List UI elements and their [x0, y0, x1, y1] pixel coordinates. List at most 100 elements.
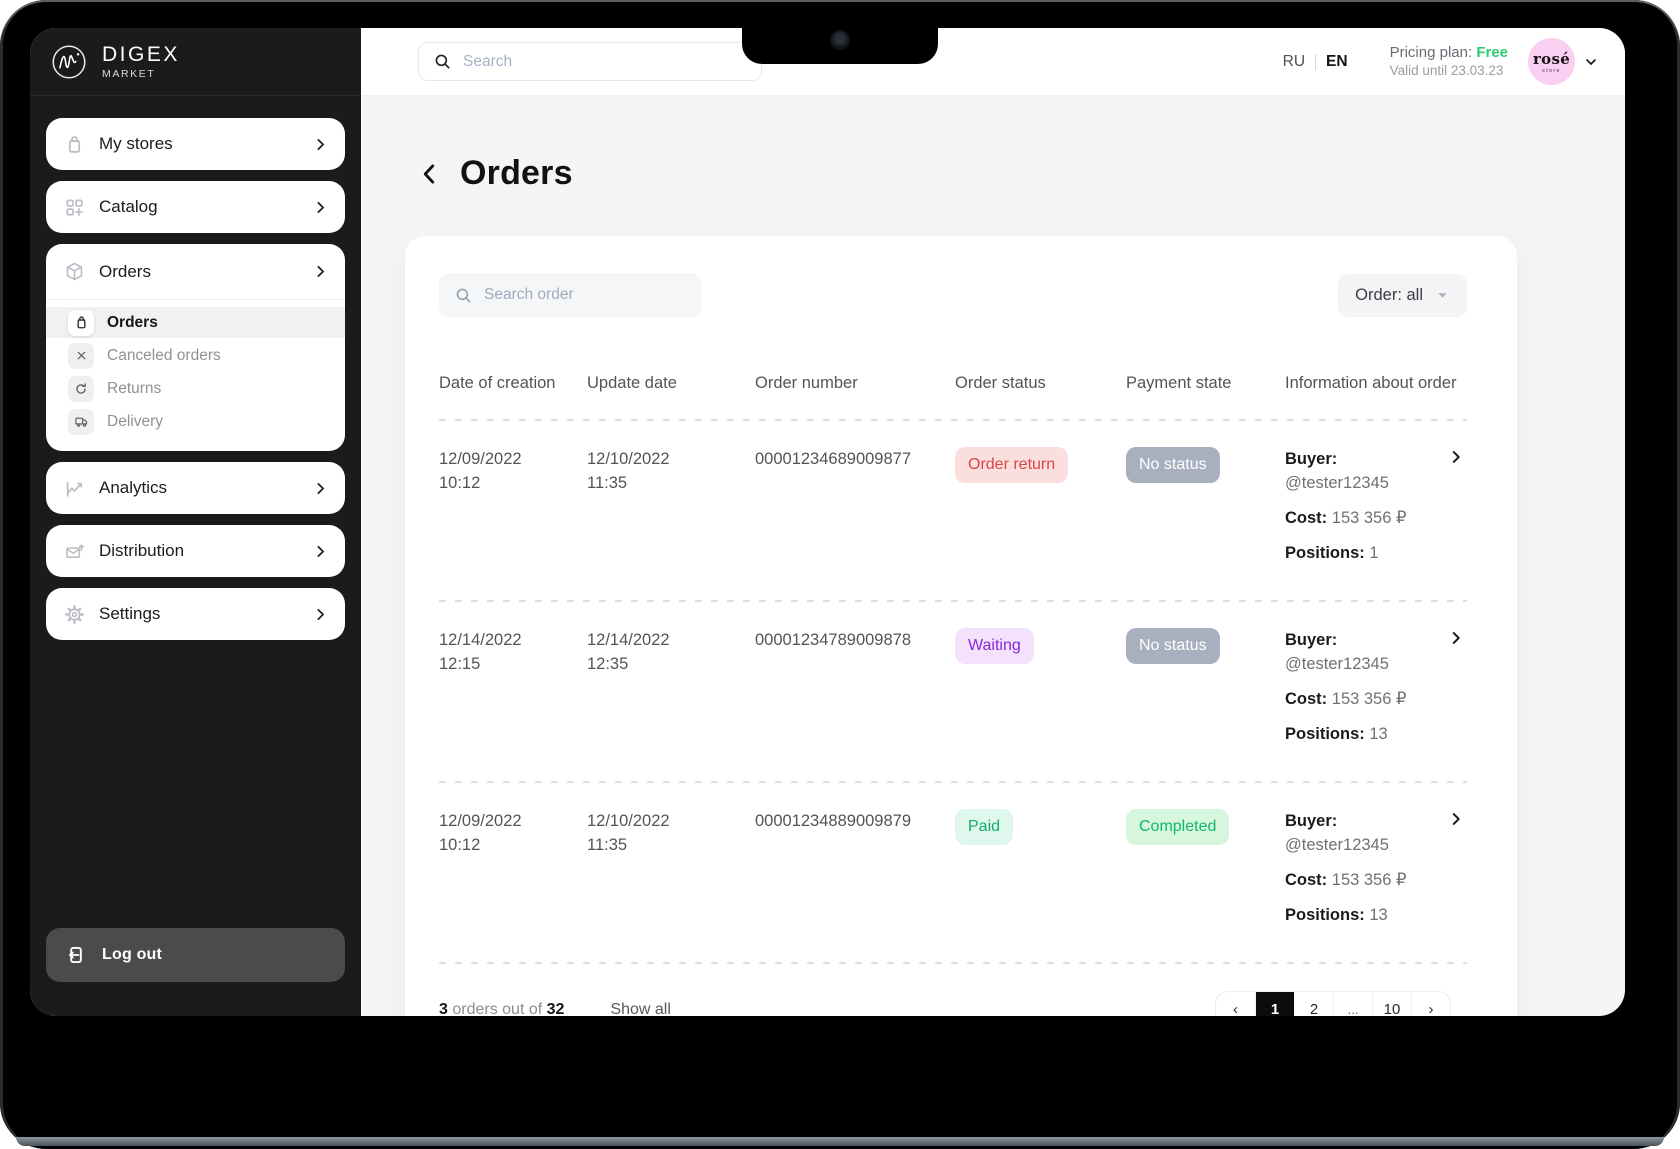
chevron-right-icon — [312, 199, 329, 216]
sidebar-item-my-stores[interactable]: My stores — [46, 118, 345, 170]
order-status-badge: Waiting — [955, 628, 1034, 665]
sidebar-item-orders[interactable]: Orders — [46, 244, 345, 299]
camera-dot — [830, 30, 850, 50]
order-positions: 13 — [1369, 906, 1388, 924]
order-search — [439, 273, 701, 317]
digex-logo-icon — [52, 44, 86, 79]
sidebar-item-settings[interactable]: Settings — [46, 588, 345, 640]
order-search-input[interactable] — [484, 286, 686, 304]
table-row: 12/09/2022 10:12 12/10/2022 11:35 00001234… — [439, 783, 1467, 962]
pagination-prev[interactable]: ‹ — [1233, 1001, 1238, 1016]
shopping-bag-icon — [62, 134, 86, 155]
brand-subtitle: MARKET — [102, 68, 156, 80]
sidebar-item-catalog[interactable]: Catalog — [46, 181, 345, 233]
sidebar-subitem-canceled-orders[interactable]: Canceled orders — [46, 340, 345, 371]
sidebar-item-label: Distribution — [99, 541, 185, 560]
divider — [439, 962, 1467, 964]
back-button[interactable] — [418, 161, 440, 187]
sidebar-item-label: Analytics — [99, 478, 168, 497]
gear-icon — [62, 604, 86, 625]
plan-valid-until: Valid until 23.03.23 — [1389, 63, 1504, 79]
update-date-cell: 12/14/2022 12:35 — [587, 631, 670, 673]
order-info-cell: Buyer: @tester12345 Cost: 153 356 ₽ Posi… — [1285, 628, 1467, 746]
creation-date-cell: 12/09/2022 10:12 — [439, 450, 522, 492]
pagination-next[interactable]: › — [1411, 992, 1450, 1016]
avatar[interactable]: rosé store — [1528, 38, 1575, 85]
row-detail-chevron[interactable] — [1447, 448, 1465, 466]
sidebar: DIGEX MARKET My stores — [30, 28, 361, 1016]
sidebar-subitem-label: Delivery — [107, 412, 163, 430]
order-status-cell: Order return — [955, 447, 1126, 565]
order-number-cell: 00001234789009878 — [755, 631, 912, 649]
page-title: Orders — [460, 154, 573, 192]
order-status-cell: Waiting — [955, 628, 1126, 746]
sidebar-subitem-returns[interactable]: Returns — [46, 373, 345, 404]
chevron-right-icon — [312, 263, 329, 280]
app-logo: DIGEX MARKET — [30, 28, 361, 96]
sidebar-subitem-orders[interactable]: Orders — [46, 307, 345, 338]
divider — [46, 299, 345, 300]
table-row: 12/14/2022 12:15 12/14/2022 12:35 00001234… — [439, 602, 1467, 781]
pagination-page-10[interactable]: 10 — [1372, 992, 1411, 1016]
chevron-right-icon — [312, 136, 329, 153]
row-detail-chevron[interactable] — [1447, 629, 1465, 647]
brand-name: DIGEX — [102, 43, 180, 66]
refresh-icon — [68, 375, 94, 402]
update-date-cell: 12/10/2022 11:35 — [587, 812, 670, 854]
order-status-badge: Order return — [955, 447, 1069, 484]
pricing-plan: Pricing plan: Free Valid until 23.03.23 — [1390, 43, 1508, 80]
divider — [439, 600, 1467, 602]
table-footer: 3 orders out of 32 Show all ‹ 1 2 ... 10… — [439, 991, 1467, 1016]
lang-toggle-ru[interactable]: RU — [1282, 52, 1306, 70]
column-header: Order status — [955, 374, 1046, 392]
global-search-input[interactable] — [463, 52, 747, 71]
sidebar-item-label: Catalog — [99, 197, 158, 216]
order-positions: 1 — [1369, 544, 1379, 562]
pagination-page-2[interactable]: 2 — [1294, 992, 1333, 1016]
orders-panel: Order: all Date of creation Update date … — [405, 236, 1517, 1016]
sidebar-item-analytics[interactable]: Analytics — [46, 462, 345, 514]
chevron-right-icon — [312, 480, 329, 497]
update-date-cell: 12/10/2022 11:35 — [587, 450, 670, 492]
order-cost: 153 356 ₽ — [1331, 871, 1407, 889]
logout-button[interactable]: Log out — [46, 928, 345, 982]
table-header: Date of creation Update date Order numbe… — [439, 374, 1467, 419]
main-area: RU EN Pricing plan: Free Valid until 23.… — [361, 28, 1625, 1016]
pagination-ellipsis: ... — [1333, 992, 1372, 1016]
sidebar-subitem-delivery[interactable]: Delivery — [46, 406, 345, 437]
pagination: ‹ 1 2 ... 10 › — [1215, 991, 1451, 1016]
camera-notch — [742, 28, 938, 64]
order-info-cell: Buyer: @tester12345 Cost: 153 356 ₽ Posi… — [1285, 809, 1467, 927]
orders-count: 3 orders out of 32 — [439, 1000, 565, 1017]
sidebar-nav: My stores Catalog — [30, 96, 361, 928]
divider — [439, 781, 1467, 783]
column-header: Update date — [587, 374, 677, 392]
plan-label: Pricing plan: — [1389, 43, 1473, 61]
mail-send-icon — [62, 541, 86, 562]
grid-plus-icon — [62, 197, 86, 218]
app-screen: DIGEX MARKET My stores — [30, 28, 1625, 1016]
chevron-down-icon[interactable] — [1583, 54, 1599, 70]
sidebar-subitem-label: Returns — [107, 379, 162, 397]
sidebar-subitem-label: Canceled orders — [107, 346, 221, 364]
payment-state-cell: No status — [1126, 628, 1285, 746]
show-all-link[interactable]: Show all — [610, 1000, 671, 1017]
avatar-store-sub: store — [1542, 67, 1561, 74]
creation-date-cell: 12/09/2022 10:12 — [439, 812, 522, 854]
column-header: Order number — [755, 374, 858, 392]
row-detail-chevron[interactable] — [1447, 810, 1465, 828]
order-filter-dropdown[interactable]: Order: all — [1338, 273, 1467, 317]
truck-icon — [68, 408, 94, 435]
sidebar-item-distribution[interactable]: Distribution — [46, 525, 345, 577]
divider — [1315, 53, 1317, 70]
pagination-page-1[interactable]: 1 — [1255, 992, 1294, 1016]
payment-status-badge: Completed — [1126, 809, 1230, 846]
sidebar-item-label: Orders — [99, 261, 151, 281]
lang-toggle-en[interactable]: EN — [1326, 52, 1348, 70]
order-status-cell: Paid — [955, 809, 1126, 927]
payment-status-badge: No status — [1126, 447, 1220, 484]
topbar-right: RU EN Pricing plan: Free Valid until 23.… — [1283, 38, 1599, 85]
plan-value: Free — [1476, 43, 1508, 61]
buyer-handle: @tester12345 — [1285, 836, 1389, 854]
